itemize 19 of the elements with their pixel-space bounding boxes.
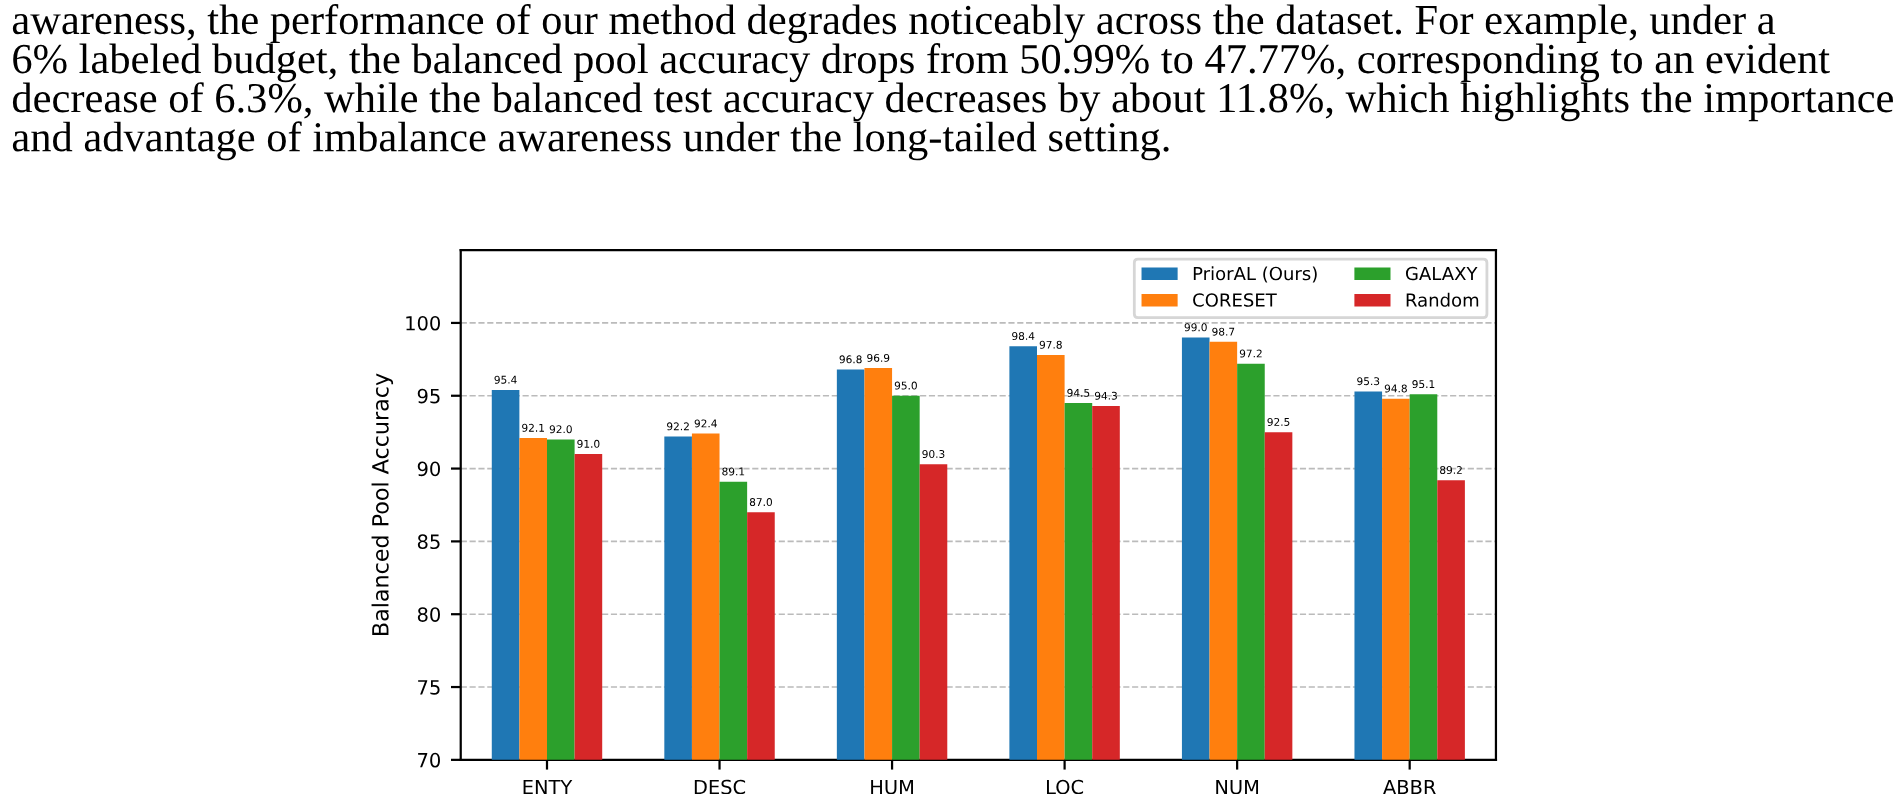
x-tick-label: ABBR — [1383, 779, 1436, 794]
x-tick-label: DESC — [694, 779, 746, 794]
legend-label: PriorAL (Ours) — [1193, 266, 1317, 283]
y-axis-title: Balanced Pool Accuracy — [371, 373, 394, 635]
y-tick-label: 95 — [417, 388, 440, 404]
x-tick-label: LOC — [1047, 779, 1084, 794]
y-tick-label: 80 — [417, 607, 440, 622]
legend-label: CORESET — [1193, 293, 1277, 307]
y-tick-label: 75 — [418, 680, 440, 695]
x-tick-label: NUM — [1216, 779, 1259, 794]
y-tick-label: 90 — [417, 461, 440, 477]
y-tick-label: 85 — [417, 534, 440, 550]
text: awareness, the performance of our method degrades noticeably across the dataset. For example, under a 6% labeled budget, the balanced pool accuracy drops from 50.99% to 47.77%, corresponding to an evident decrease of 6.3%, while the balanced test accuracy decreases by about 11.8%, which highlights the importance and advantage of imbalance awareness under the long-tailed setting. — [12, 3, 1893, 161]
y-tick-label: 70 — [418, 752, 440, 768]
legend-label: Random — [1406, 292, 1479, 307]
x-tick-label: HUM — [871, 779, 913, 794]
legend-label: GALAXY — [1405, 266, 1478, 281]
x-tick-label: ENTY — [523, 779, 573, 794]
y-tick-label: 100 — [406, 315, 440, 331]
